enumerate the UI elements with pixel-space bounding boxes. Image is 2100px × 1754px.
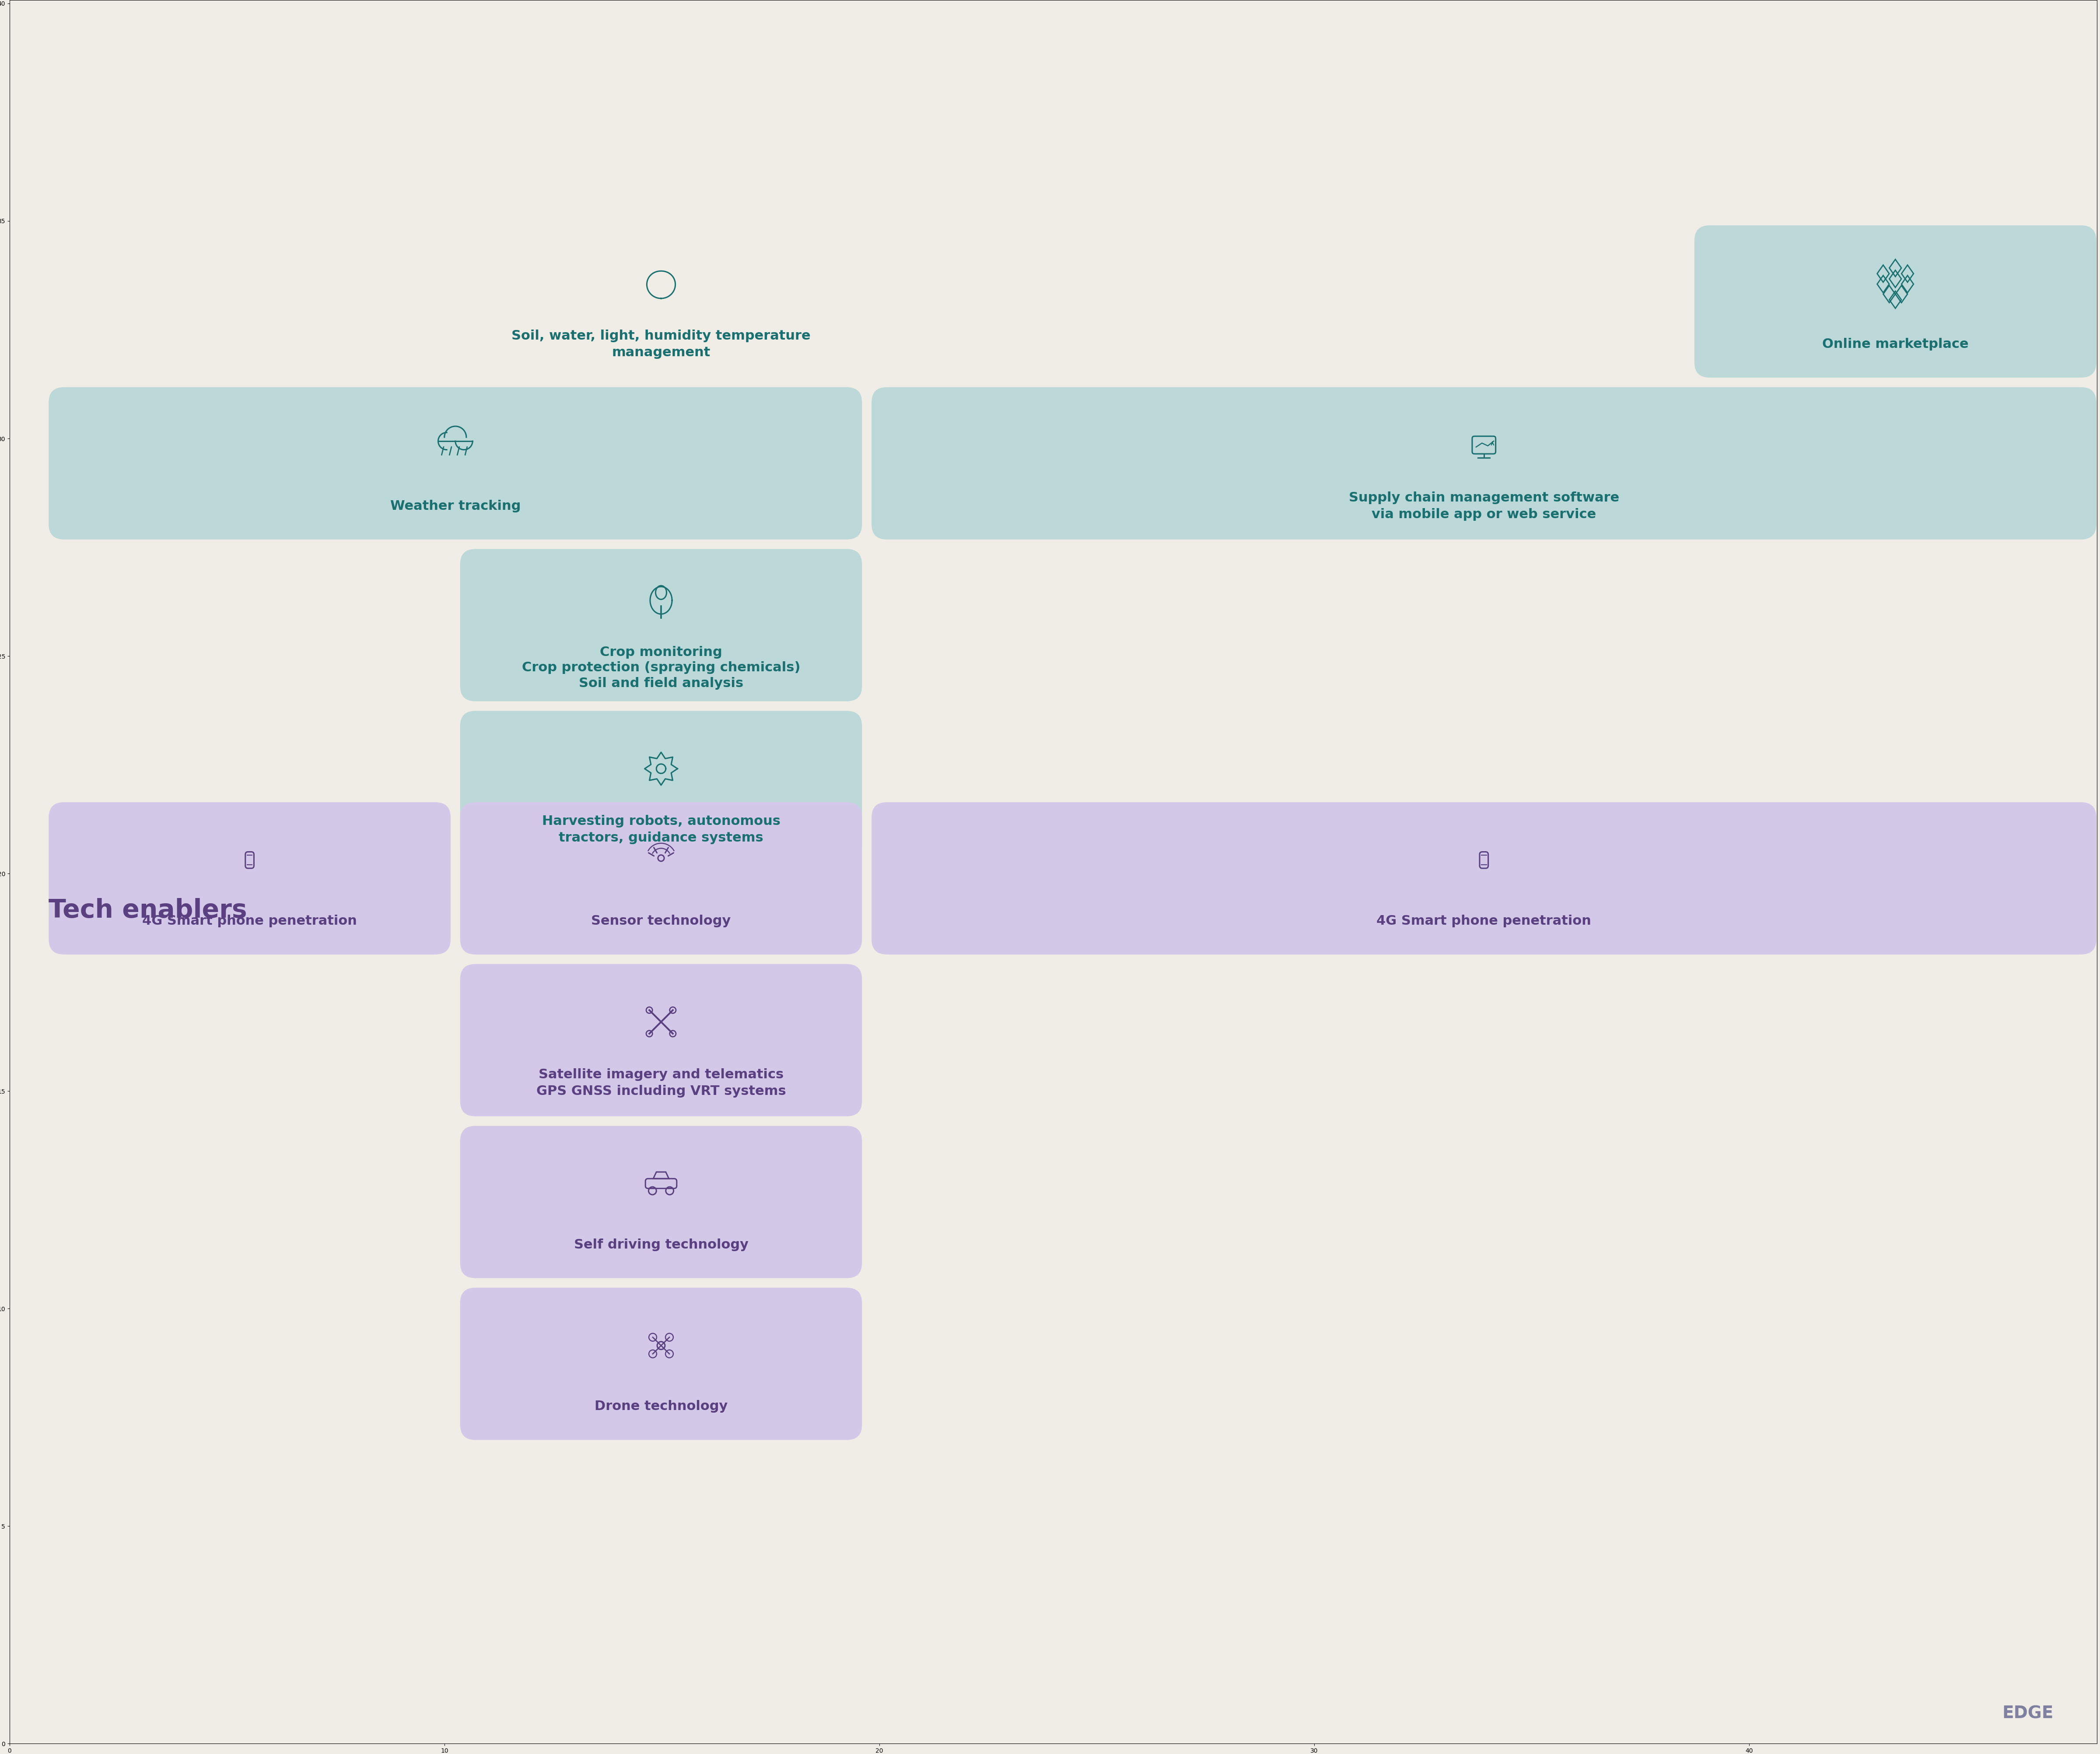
FancyBboxPatch shape <box>48 802 452 954</box>
Text: 4G Smart phone penetration: 4G Smart phone penetration <box>143 914 357 928</box>
Text: EDGE: EDGE <box>2001 1705 2054 1722</box>
FancyBboxPatch shape <box>460 802 861 954</box>
Text: Crop monitoring
Crop protection (spraying chemicals)
Soil and field analysis: Crop monitoring Crop protection (sprayin… <box>521 645 800 689</box>
Text: Weather tracking: Weather tracking <box>391 500 521 512</box>
FancyBboxPatch shape <box>460 965 861 1116</box>
Text: Harvesting robots, autonomous
tractors, guidance systems: Harvesting robots, autonomous tractors, … <box>542 816 781 844</box>
Text: Supply chain management software
via mobile app or web service: Supply chain management software via mob… <box>1348 491 1619 521</box>
FancyBboxPatch shape <box>48 388 861 540</box>
FancyBboxPatch shape <box>460 549 861 702</box>
FancyBboxPatch shape <box>460 710 861 863</box>
Text: Online marketplace: Online marketplace <box>1823 339 1968 351</box>
Text: Sensor technology: Sensor technology <box>592 914 731 928</box>
FancyBboxPatch shape <box>872 802 2096 954</box>
FancyBboxPatch shape <box>872 388 2096 540</box>
FancyBboxPatch shape <box>1695 225 2096 377</box>
Text: Satellite imagery and telematics
GPS GNSS including VRT systems: Satellite imagery and telematics GPS GNS… <box>536 1068 785 1098</box>
FancyBboxPatch shape <box>460 1126 861 1279</box>
Text: Drone technology: Drone technology <box>594 1400 727 1412</box>
Text: Tech enablers: Tech enablers <box>48 898 248 923</box>
FancyBboxPatch shape <box>460 1287 861 1440</box>
Text: 4G Smart phone penetration: 4G Smart phone penetration <box>1376 914 1592 928</box>
Text: Soil, water, light, humidity temperature
management: Soil, water, light, humidity temperature… <box>512 330 811 360</box>
Text: Self driving technology: Self driving technology <box>573 1238 748 1251</box>
